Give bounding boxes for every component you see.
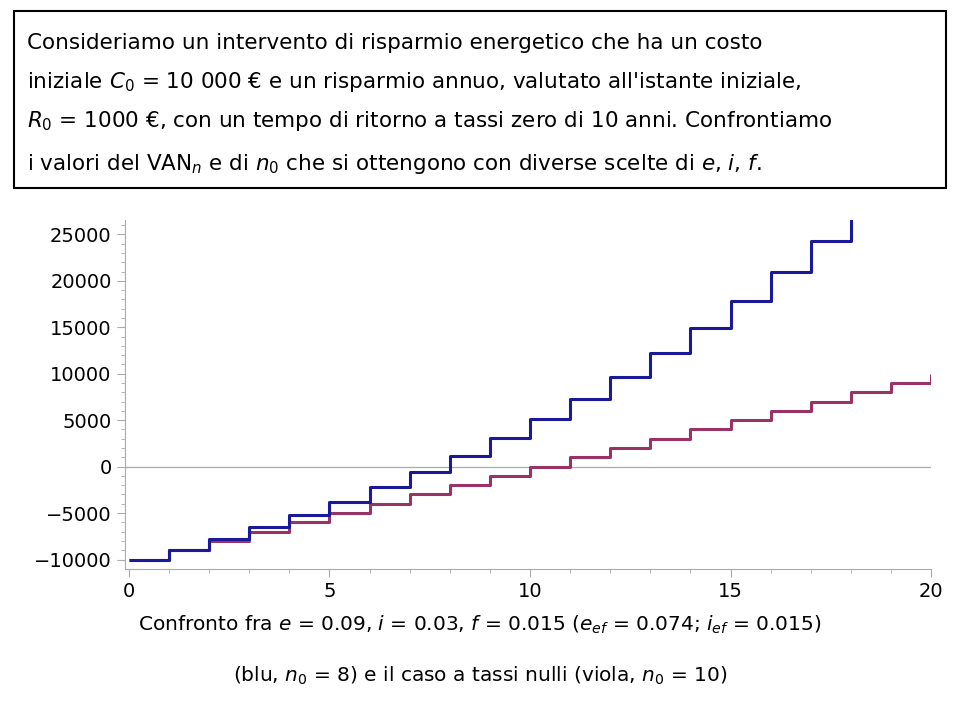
Text: $R_0$ = 1000 €, con un tempo di ritorno a tassi zero di 10 anni. Confrontiamo: $R_0$ = 1000 €, con un tempo di ritorno … — [28, 109, 832, 133]
Text: iniziale $C_0$ = 10 000 € e un risparmio annuo, valutato all'istante iniziale,: iniziale $C_0$ = 10 000 € e un risparmio… — [28, 70, 802, 94]
Text: (blu, $n_0$ = 8) e il caso a tassi nulli (viola, $n_0$ = 10): (blu, $n_0$ = 8) e il caso a tassi nulli… — [233, 665, 727, 688]
Text: Confronto fra $e$ = 0.09, $i$ = 0.03, $f$ = 0.015 ($e_{ef}$ = 0.074; $i_{ef}$ = : Confronto fra $e$ = 0.09, $i$ = 0.03, $f… — [138, 614, 822, 636]
Text: Consideriamo un intervento di risparmio energetico che ha un costo: Consideriamo un intervento di risparmio … — [28, 33, 763, 53]
Text: i valori del VAN$_n$ e di $n_0$ che si ottengono con diverse scelte di $e$, $i$,: i valori del VAN$_n$ e di $n_0$ che si o… — [28, 151, 762, 176]
